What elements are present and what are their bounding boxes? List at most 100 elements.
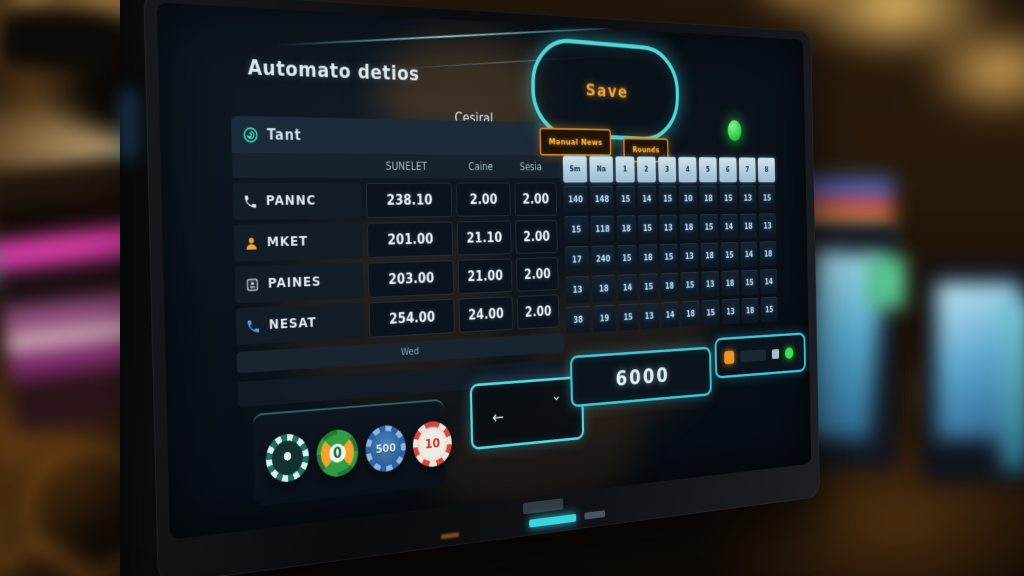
chip-teal[interactable]: [265, 432, 310, 485]
phone-icon: [247, 319, 260, 333]
save-button[interactable]: Save: [531, 35, 679, 143]
grid-cell[interactable]: 18: [638, 244, 658, 271]
grid-cell[interactable]: 18: [681, 300, 700, 327]
grid-cell[interactable]: 18: [679, 214, 698, 241]
grid-cell[interactable]: 15: [618, 303, 638, 331]
bezel-button[interactable]: [522, 498, 564, 515]
grid-header-cell: 1: [615, 156, 635, 183]
grid-cell[interactable]: 14: [637, 185, 657, 212]
grid-cell[interactable]: 15: [658, 185, 677, 212]
grid-cell[interactable]: 18: [721, 270, 739, 297]
grid-cell[interactable]: 15: [760, 296, 778, 323]
grid-cell[interactable]: 13: [658, 214, 678, 241]
light-indicator: [771, 349, 780, 360]
grid-cell[interactable]: 15: [616, 185, 636, 213]
grid-cell[interactable]: 14: [740, 241, 758, 268]
chips-tray: 0 500 10: [252, 398, 453, 507]
grid-cell[interactable]: 140: [563, 185, 588, 213]
grid-header-cell: 5: [698, 156, 717, 183]
grid-cell[interactable]: 18: [699, 185, 718, 212]
value-cell: 21.00: [457, 258, 513, 295]
indicator-box: [714, 332, 806, 379]
value-cell: 2.00: [516, 257, 559, 292]
orange-indicator: [724, 350, 735, 365]
dark-indicator: [740, 349, 767, 363]
grid-header-cell: Na: [589, 155, 614, 183]
grid-cell[interactable]: 38: [565, 305, 591, 334]
grid-cell[interactable]: 148: [589, 185, 614, 213]
table-row[interactable]: PANNC 238.10 2.00 2.00: [232, 182, 562, 220]
grid-cell[interactable]: 13: [565, 275, 590, 304]
slot-green-screen: [868, 256, 906, 308]
monitor-bezel: Automato detios Cesiral Tant SUNELET Cai…: [143, 0, 820, 576]
nav-selector[interactable]: ← ⌄: [469, 375, 585, 451]
grid-cell[interactable]: 14: [617, 274, 638, 302]
panel-header: Tant: [231, 115, 560, 156]
grid-cell[interactable]: 14: [760, 268, 778, 295]
grid-cell[interactable]: 15: [720, 242, 739, 268]
left-arrow-icon[interactable]: ←: [491, 407, 505, 428]
grid-cell[interactable]: 15: [719, 185, 738, 211]
value-cell: 2.00: [456, 182, 511, 217]
grid-cell[interactable]: 13: [759, 213, 777, 239]
grid-cell[interactable]: 15: [637, 214, 657, 242]
grid-cell[interactable]: 19: [592, 304, 617, 333]
row-label: NESAT: [268, 315, 317, 333]
grid-header-cell: 7: [738, 157, 756, 183]
chip-blue[interactable]: 500: [365, 423, 407, 474]
grid-header-cell: 3: [657, 156, 677, 183]
value-cell: 254.00: [368, 298, 455, 338]
grid-cell[interactable]: 13: [739, 185, 757, 211]
grid-cell[interactable]: 18: [660, 272, 679, 300]
grid-cell[interactable]: 15: [758, 185, 776, 211]
table-row[interactable]: MKET 201.00 21.10 2.00: [233, 219, 562, 262]
row-label: PAINES: [267, 274, 322, 292]
grid-cell[interactable]: 18: [700, 242, 719, 269]
grid-cell[interactable]: 18: [741, 297, 759, 324]
amount-display: 6000: [569, 346, 712, 408]
manual-news-button[interactable]: Manual News: [539, 127, 612, 157]
value-cell: 2.00: [514, 182, 557, 217]
grid-cell[interactable]: 15: [701, 299, 720, 326]
value-cell: 238.10: [365, 182, 453, 219]
grid-cell[interactable]: 18: [759, 241, 777, 267]
row-name-cell: MKET: [233, 222, 363, 262]
grid-cell[interactable]: 17: [564, 245, 590, 274]
grid-cell[interactable]: 240: [591, 245, 616, 273]
grid-header-cell: 8: [757, 157, 776, 183]
grid-cell[interactable]: 18: [591, 274, 616, 303]
grid-cell[interactable]: 13: [680, 243, 699, 270]
page-title: Automato detios: [247, 56, 420, 86]
grid-cell[interactable]: 14: [719, 213, 738, 240]
grid-cell[interactable]: 18: [739, 213, 758, 239]
grid-cell[interactable]: 118: [590, 215, 615, 243]
grid-header-cell: 2: [636, 156, 656, 183]
chip-green[interactable]: 0: [316, 427, 359, 479]
grid-cell[interactable]: 15: [659, 243, 679, 270]
chip-red[interactable]: 10: [412, 419, 453, 469]
person-icon: [246, 237, 257, 250]
grid-cell[interactable]: 15: [699, 214, 718, 240]
chevron-down-icon[interactable]: ⌄: [551, 386, 562, 405]
grid-cell[interactable]: 15: [680, 271, 700, 299]
row-label: MKET: [266, 234, 309, 251]
grid-cell[interactable]: 15: [740, 269, 759, 296]
grid-cell[interactable]: 18: [616, 215, 636, 242]
panel-header-label: Tant: [266, 126, 302, 144]
grid-cell[interactable]: 10: [679, 185, 698, 212]
grid-cell[interactable]: 14: [660, 301, 680, 329]
grid-cell[interactable]: 13: [721, 298, 740, 325]
grid-cell[interactable]: 13: [701, 271, 720, 298]
grid-cell[interactable]: 15: [564, 215, 589, 244]
grid-header-cell: Sm: [562, 155, 588, 183]
swirl-icon: [243, 126, 258, 143]
grid-cell[interactable]: 13: [639, 302, 659, 330]
slot-machine-screen: [1000, 300, 1024, 470]
value-cell: 21.10: [456, 220, 512, 256]
grid-cell[interactable]: 15: [617, 244, 637, 272]
grid-cell[interactable]: 15: [639, 273, 659, 301]
value-cell: 2.00: [515, 219, 558, 254]
casino-terminal-monitor: Automato detios Cesiral Tant SUNELET Cai…: [143, 0, 820, 576]
bezel-grey-bar: [584, 510, 606, 520]
